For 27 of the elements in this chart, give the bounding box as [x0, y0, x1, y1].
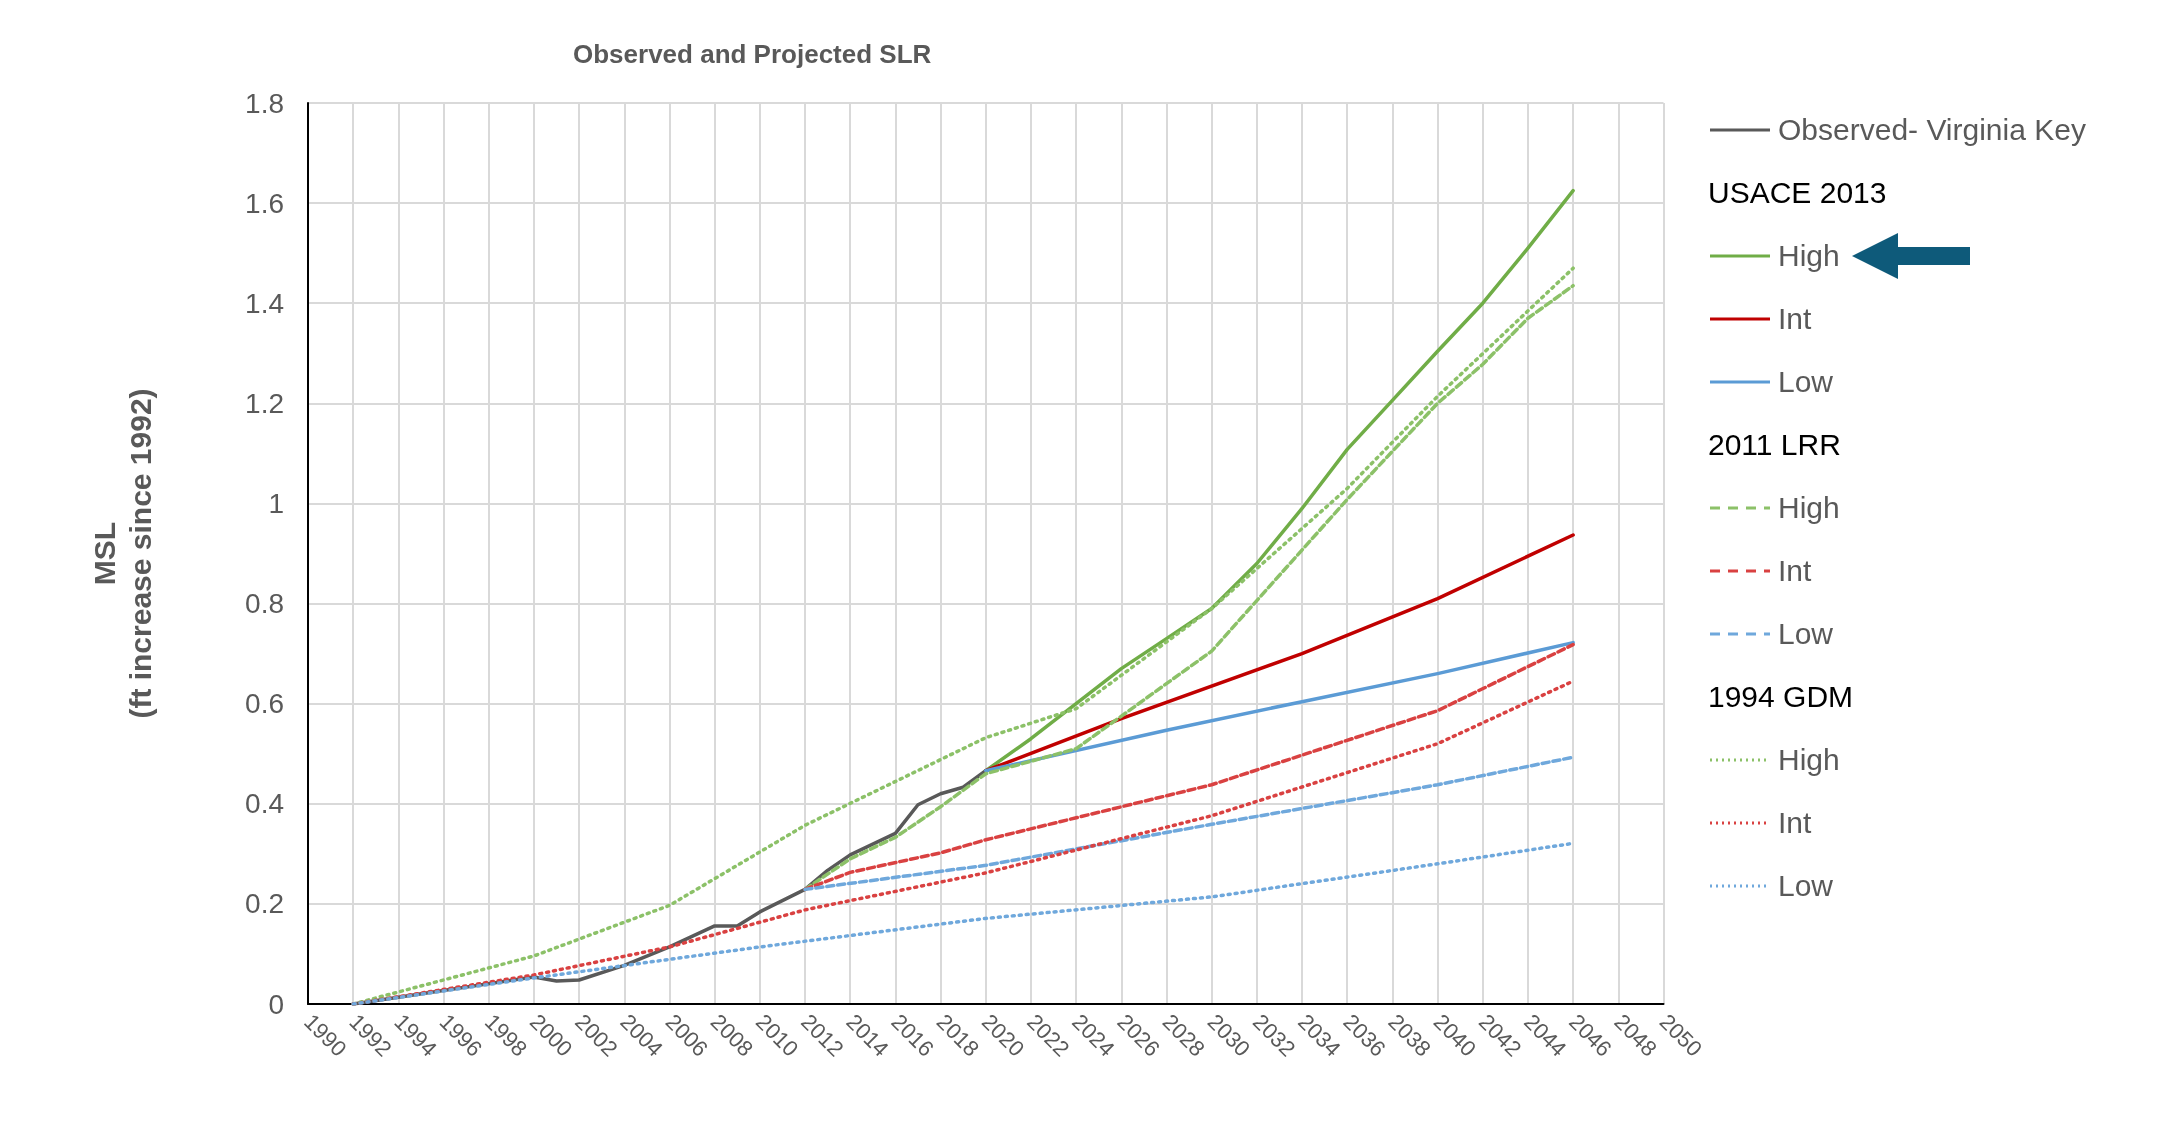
legend-label: High: [1778, 742, 1840, 777]
line-series: [803, 755, 1575, 892]
y-tick-label: 0.2: [245, 888, 284, 920]
y-tick-label: 1.4: [245, 287, 284, 319]
y-tick-label: 0.4: [245, 788, 284, 820]
text: USACE 2013: [1708, 174, 1888, 211]
y-tick-label: 0.6: [245, 688, 284, 720]
legend-label: Int: [1778, 301, 1812, 336]
legend-label: Observed- Virginia Key: [1778, 112, 2086, 147]
y-tick-label: 1.6: [245, 187, 284, 219]
legend-label: High: [1778, 490, 1840, 525]
legend-label: Int: [1778, 553, 1812, 588]
legend-label: Int: [1778, 805, 1812, 840]
y-tick-label: 0: [268, 988, 284, 1020]
legend-label: High: [1778, 238, 1840, 273]
y-axis-title: MSL (ft increase since 1992): [87, 388, 157, 719]
y-tick-label: 1.2: [245, 387, 284, 419]
chart-title: Observed and Projected SLR: [573, 39, 932, 69]
legend-label: Low: [1778, 364, 1834, 399]
y-tick-label: 1: [268, 487, 284, 519]
text: 2011 LRR: [1708, 426, 1842, 463]
line-series: [351, 266, 1575, 1006]
text: 1994 GDM: [1708, 678, 1855, 715]
y-tick-label: 1.8: [245, 87, 284, 119]
y-tick-label: 0.8: [245, 588, 284, 620]
legend-label: Low: [1778, 868, 1834, 903]
legend-label: Low: [1778, 616, 1834, 651]
